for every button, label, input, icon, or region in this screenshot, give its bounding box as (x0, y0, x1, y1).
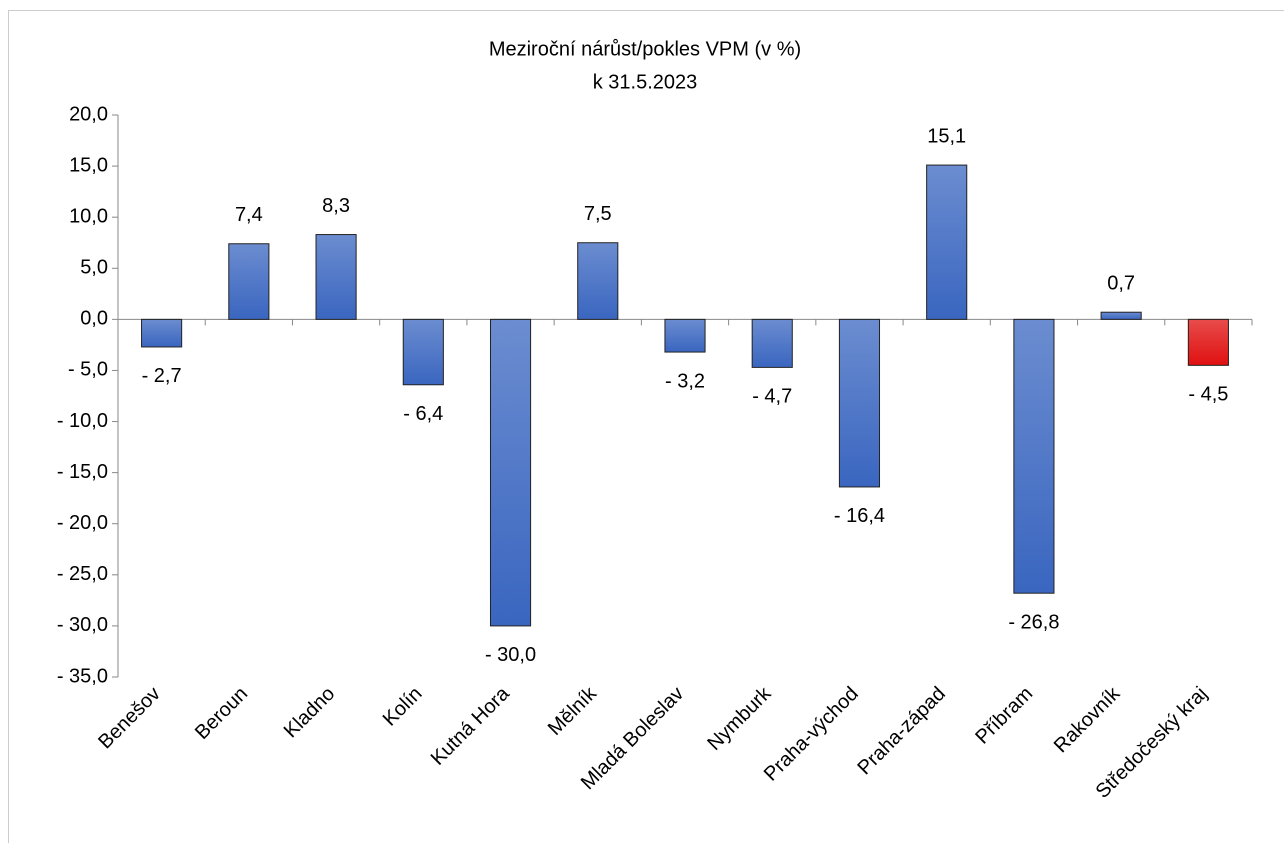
bar (490, 319, 530, 626)
y-tick-label: 0,0 (80, 308, 108, 330)
bar (927, 165, 967, 319)
bar (665, 319, 705, 352)
value-label: - 6,4 (403, 403, 443, 425)
y-tick-label: 15,0 (69, 154, 108, 176)
bar (229, 244, 269, 320)
bar (1188, 319, 1228, 365)
value-label: 8,3 (322, 195, 350, 217)
chart-title: Meziroční nárůst/pokles VPM (v %) (489, 38, 801, 60)
bar (578, 243, 618, 320)
value-label: - 4,5 (1188, 384, 1228, 406)
y-tick-label: 5,0 (80, 257, 108, 279)
y-tick-label: - 10,0 (57, 410, 108, 432)
value-label: - 16,4 (834, 505, 885, 527)
y-tick-label: - 30,0 (57, 614, 108, 636)
value-label: 7,4 (235, 204, 263, 226)
bar (839, 319, 879, 487)
value-label: 15,1 (927, 125, 966, 147)
y-tick-label: - 5,0 (68, 359, 108, 381)
value-label: - 3,2 (665, 370, 705, 392)
bar (1101, 312, 1141, 319)
y-tick-label: - 35,0 (57, 665, 108, 687)
value-label: 0,7 (1107, 272, 1135, 294)
y-tick-label: - 25,0 (57, 563, 108, 585)
y-tick-label: - 20,0 (57, 512, 108, 534)
chart-subtitle: k 31.5.2023 (593, 71, 698, 93)
bar (142, 319, 182, 347)
bar (1014, 319, 1054, 593)
value-label: - 30,0 (485, 644, 536, 666)
bar (403, 319, 443, 384)
y-tick-label: - 15,0 (57, 461, 108, 483)
value-label: - 2,7 (142, 365, 182, 387)
value-label: - 4,7 (752, 386, 792, 408)
bar (316, 235, 356, 320)
bar (752, 319, 792, 367)
y-tick-label: 20,0 (69, 103, 108, 125)
y-tick-label: 10,0 (69, 205, 108, 227)
value-label: - 26,8 (1008, 611, 1059, 633)
value-label: 7,5 (584, 203, 612, 225)
